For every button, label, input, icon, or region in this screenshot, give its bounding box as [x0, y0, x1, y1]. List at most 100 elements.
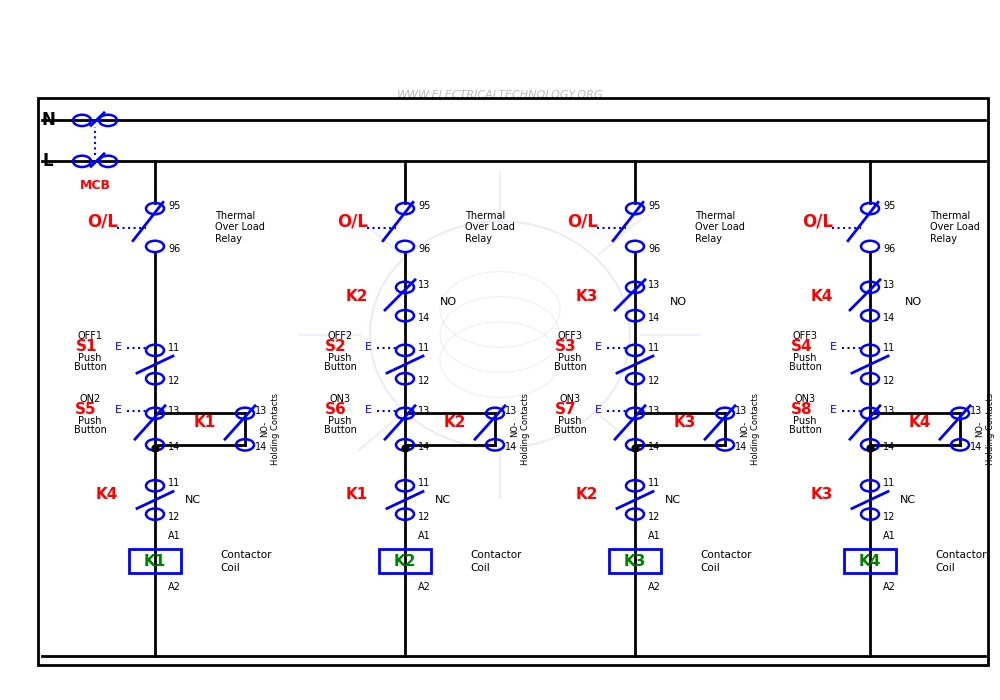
Text: 12: 12: [883, 376, 895, 386]
Text: K2: K2: [576, 487, 598, 503]
Text: Relay: Relay: [930, 234, 957, 244]
Text: Relay: Relay: [695, 234, 722, 244]
Text: 14: 14: [418, 313, 430, 323]
Text: 11: 11: [418, 478, 430, 489]
Text: E: E: [594, 342, 602, 351]
Text: 12: 12: [418, 512, 430, 522]
Text: 14: 14: [648, 442, 660, 452]
Text: 95: 95: [168, 201, 180, 211]
Text: Relay: Relay: [215, 234, 242, 244]
Text: NO-
Holding Contacts: NO- Holding Contacts: [975, 393, 995, 465]
Text: Button: Button: [554, 425, 586, 435]
Text: S2: S2: [325, 339, 347, 354]
Text: O/L: O/L: [338, 212, 369, 230]
Text: S8: S8: [790, 402, 812, 417]
Text: S5: S5: [75, 402, 97, 417]
Text: O/L: O/L: [88, 212, 119, 230]
Text: ON3: ON3: [559, 395, 581, 405]
Text: K3: K3: [576, 289, 598, 304]
Text: S4: S4: [790, 339, 812, 354]
Text: 96: 96: [883, 244, 895, 254]
Text: 11: 11: [418, 343, 430, 353]
Text: NC: NC: [900, 495, 916, 505]
Text: Contactor: Contactor: [700, 550, 752, 560]
Text: NC: NC: [185, 495, 201, 505]
Text: A2: A2: [648, 582, 661, 591]
Text: ON2: ON2: [79, 395, 101, 405]
Text: K3: K3: [674, 415, 696, 430]
Text: Push: Push: [328, 416, 352, 426]
Text: E: E: [114, 342, 122, 351]
Text: K3: K3: [811, 487, 833, 503]
Text: 95: 95: [648, 201, 660, 211]
Text: Thermal: Thermal: [930, 211, 970, 221]
Text: 13: 13: [970, 406, 982, 416]
Text: Thermal: Thermal: [215, 211, 255, 221]
Text: Button: Button: [324, 362, 356, 372]
Text: NO-
Holding Contacts: NO- Holding Contacts: [510, 393, 530, 465]
Text: 12: 12: [648, 512, 660, 522]
Text: OFF2: OFF2: [327, 332, 353, 342]
Text: NC: NC: [435, 495, 451, 505]
Text: Electrical Interlocking Control Circuit Diagram: Electrical Interlocking Control Circuit …: [104, 20, 896, 50]
Text: N: N: [41, 111, 55, 130]
Text: 12: 12: [168, 376, 180, 386]
Text: Button: Button: [324, 425, 356, 435]
Text: K4: K4: [96, 487, 118, 503]
Text: 96: 96: [648, 244, 660, 254]
Text: 11: 11: [648, 478, 660, 489]
Bar: [844, 550, 896, 573]
Text: MCB: MCB: [80, 178, 110, 192]
Text: Contactor: Contactor: [220, 550, 272, 560]
Text: O/L: O/L: [568, 212, 598, 230]
Text: K2: K2: [394, 554, 416, 569]
Text: 14: 14: [883, 313, 895, 323]
Text: Push: Push: [78, 353, 102, 363]
Text: O/L: O/L: [802, 212, 834, 230]
Text: A1: A1: [883, 531, 896, 540]
Text: S1: S1: [76, 339, 97, 354]
Text: NO-
Holding Contacts: NO- Holding Contacts: [740, 393, 760, 465]
Text: Coil: Coil: [700, 563, 720, 573]
Text: 14: 14: [168, 442, 180, 452]
Text: Coil: Coil: [220, 563, 240, 573]
Text: 13: 13: [735, 406, 747, 416]
Text: Over Load: Over Load: [465, 223, 515, 232]
Text: 95: 95: [883, 201, 895, 211]
Text: 96: 96: [168, 244, 180, 254]
Text: 13: 13: [648, 406, 660, 416]
Text: Push: Push: [558, 416, 582, 426]
Text: Push: Push: [328, 353, 352, 363]
Text: ON3: ON3: [794, 395, 816, 405]
Text: Coil: Coil: [935, 563, 955, 573]
Text: 11: 11: [648, 343, 660, 353]
Text: 14: 14: [255, 442, 267, 452]
Bar: [379, 550, 431, 573]
Text: K2: K2: [444, 415, 466, 430]
Text: 13: 13: [418, 280, 430, 290]
Text: S6: S6: [325, 402, 347, 417]
Text: OFF3: OFF3: [558, 332, 583, 342]
Text: Push: Push: [78, 416, 102, 426]
Text: 14: 14: [735, 442, 747, 452]
Text: A2: A2: [418, 582, 431, 591]
Text: 14: 14: [970, 442, 982, 452]
Text: A2: A2: [883, 582, 896, 591]
Text: 14: 14: [418, 442, 430, 452]
Text: K3: K3: [624, 554, 646, 569]
Text: E: E: [594, 405, 602, 414]
Text: Button: Button: [554, 362, 586, 372]
Text: OFF1: OFF1: [78, 332, 103, 342]
Text: OFF3: OFF3: [792, 332, 817, 342]
Text: Button: Button: [789, 362, 821, 372]
Text: Button: Button: [74, 362, 106, 372]
Text: A1: A1: [648, 531, 661, 540]
Text: 95: 95: [418, 201, 430, 211]
Text: E: E: [365, 342, 372, 351]
Text: 12: 12: [168, 512, 180, 522]
Text: NO: NO: [670, 297, 687, 307]
Text: 13: 13: [883, 280, 895, 290]
Text: A1: A1: [418, 531, 431, 540]
Text: 11: 11: [883, 343, 895, 353]
Text: K4: K4: [909, 415, 931, 430]
